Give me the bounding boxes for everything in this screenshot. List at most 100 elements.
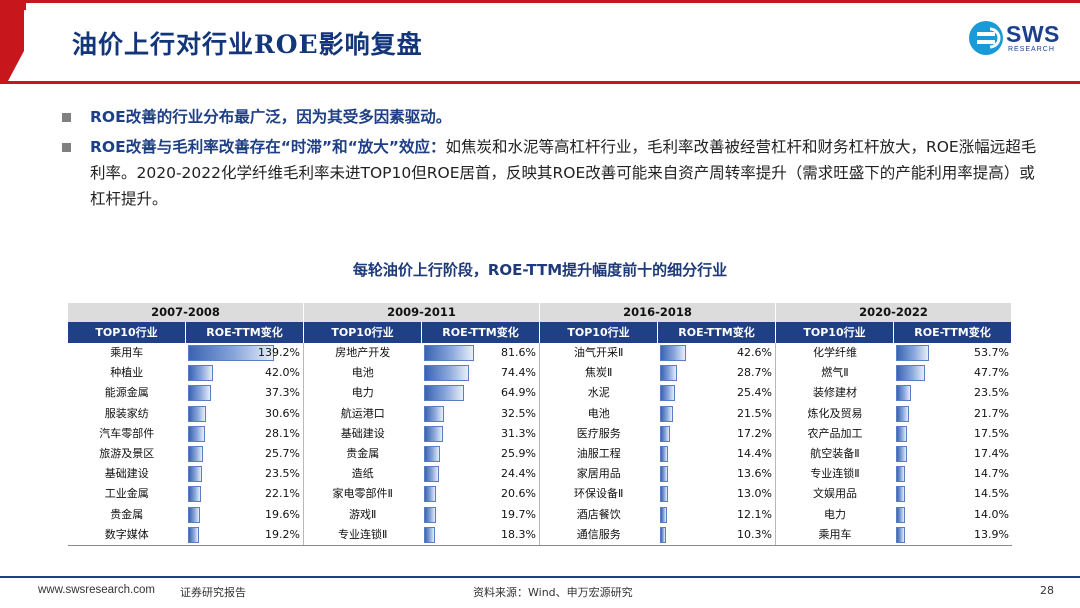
roe-change-cell: 13.0% bbox=[658, 484, 776, 504]
period-group-cell: 电池 74.4% bbox=[304, 363, 540, 384]
roe-change-cell: 139.2% bbox=[186, 343, 304, 363]
table-body: 乘用车 139.2% 房地产开发 81.6% 油气开采Ⅱ 42.6% 化学纤维 53.7% 种植… bbox=[68, 343, 1012, 545]
data-bar bbox=[659, 385, 676, 402]
period-group-cell: 油服工程 14.4% bbox=[540, 443, 776, 465]
roe-change-value: 14.5% bbox=[974, 487, 1009, 501]
industry-name: 种植业 bbox=[110, 366, 144, 380]
roe-change-value: 32.5% bbox=[501, 406, 536, 420]
roe-change-cell: 81.6% bbox=[422, 343, 540, 363]
roe-change-value: 25.4% bbox=[737, 386, 772, 400]
roe-change-value: 81.6% bbox=[501, 346, 536, 359]
data-bar bbox=[659, 466, 668, 483]
roe-change-value: 74.4% bbox=[501, 366, 536, 380]
period-group-cell: 炼化及贸易 21.7% bbox=[776, 404, 1012, 424]
data-bar bbox=[187, 345, 274, 361]
data-bar bbox=[659, 425, 671, 442]
footer-rule bbox=[0, 576, 1080, 578]
roe-change-cell: 21.7% bbox=[894, 404, 1012, 424]
data-bar bbox=[423, 345, 474, 361]
industry-name: 电池 bbox=[587, 406, 610, 420]
period-group-cell: 通信服务 10.3% bbox=[540, 524, 776, 545]
industry-name: 服装家纺 bbox=[104, 406, 149, 420]
roe-change-cell: 25.4% bbox=[658, 383, 776, 403]
data-bar bbox=[896, 466, 906, 483]
period-group-cell: 水泥 25.4% bbox=[540, 383, 776, 404]
industry-name: 专业连锁Ⅱ bbox=[338, 527, 388, 541]
data-bar bbox=[659, 445, 669, 462]
roe-change-value: 14.0% bbox=[974, 507, 1009, 521]
data-bar bbox=[423, 385, 464, 402]
roe-change-cell: 14.5% bbox=[894, 484, 1012, 504]
data-bar bbox=[423, 466, 439, 483]
industry-name: 汽车零部件 bbox=[99, 426, 155, 440]
table-row: 贵金属 19.6% 游戏Ⅱ 19.7% 酒店餐饮 12.1% 电力 14.0% bbox=[68, 504, 1012, 525]
slide-header: 油价上行对行业ROE影响复盘 SWS RESEARCH bbox=[0, 0, 1080, 90]
industry-name: 装修建材 bbox=[813, 386, 857, 400]
roe-change-value: 12.1% bbox=[737, 507, 772, 521]
column-header-industry: TOP10行业 bbox=[540, 322, 658, 343]
roe-change-cell: 14.4% bbox=[658, 444, 776, 464]
footer-url: www.swsresearch.com bbox=[38, 584, 155, 596]
period-group-cell: 家居用品 13.6% bbox=[540, 464, 776, 485]
period-group-cell: 汽车零部件 28.1% bbox=[68, 423, 304, 444]
page-number: 28 bbox=[1040, 584, 1054, 597]
period-group-cell: 农产品加工 17.5% bbox=[776, 424, 1012, 444]
data-bar bbox=[896, 445, 907, 462]
industry-name: 数字媒体 bbox=[104, 527, 149, 541]
industry-name: 酒店餐饮 bbox=[576, 507, 621, 521]
roe-change-value: 25.9% bbox=[501, 446, 536, 460]
roe-change-value: 47.7% bbox=[974, 366, 1009, 380]
sws-logo-icon bbox=[969, 21, 1003, 55]
roe-change-value: 17.5% bbox=[974, 426, 1009, 440]
period-header-row: 2007-2008 2009-2011 2016-2018 2020-2022 bbox=[68, 303, 1012, 322]
table-row: 旅游及景区 25.7% 贵金属 25.9% 油服工程 14.4% 航空装备Ⅱ 17.4% bbox=[68, 443, 1012, 465]
roe-change-cell: 17.4% bbox=[894, 444, 1012, 464]
roe-change-value: 19.7% bbox=[501, 507, 536, 521]
data-bar bbox=[659, 365, 678, 382]
table-title: 每轮油价上行阶段，ROE-TTM提升幅度前十的细分行业 bbox=[352, 261, 728, 279]
table-row: 数字媒体 19.2% 专业连锁Ⅱ 18.3% 通信服务 10.3% 乘用车 13.9% bbox=[68, 524, 1012, 545]
header-bottom-rule bbox=[0, 81, 1080, 84]
period-group-cell: 油气开采Ⅱ 42.6% bbox=[540, 343, 776, 364]
roe-change-cell: 24.4% bbox=[422, 464, 540, 484]
industry-name: 电力 bbox=[824, 507, 846, 521]
industry-name: 能源金属 bbox=[104, 386, 149, 400]
table-row: 服装家纺 30.6% 航运港口 32.5% 电池 21.5% 炼化及贸易 21.7% bbox=[68, 403, 1012, 424]
column-header-roe-change: ROE-TTM变化 bbox=[186, 322, 304, 343]
data-bar bbox=[423, 506, 436, 523]
roe-change-value: 13.6% bbox=[737, 467, 772, 481]
industry-name: 水泥 bbox=[587, 386, 610, 400]
roe-change-cell: 30.6% bbox=[186, 404, 304, 424]
industry-name: 贵金属 bbox=[346, 446, 380, 460]
industry-name: 乘用车 bbox=[110, 346, 144, 359]
data-bar bbox=[896, 385, 911, 402]
header-top-rule bbox=[0, 0, 1080, 3]
industry-name: 通信服务 bbox=[576, 527, 621, 541]
roe-change-cell: 74.4% bbox=[422, 363, 540, 383]
industry-name: 贵金属 bbox=[110, 507, 144, 521]
roe-change-value: 139.2% bbox=[258, 346, 300, 359]
column-header-roe-change: ROE-TTM变化 bbox=[422, 322, 540, 343]
industry-name: 乘用车 bbox=[818, 527, 852, 541]
column-header-roe-change: ROE-TTM变化 bbox=[658, 322, 776, 343]
data-bar bbox=[896, 526, 905, 543]
period-group-cell: 家电零部件Ⅱ 20.6% bbox=[304, 484, 540, 505]
roe-change-value: 18.3% bbox=[501, 527, 536, 541]
period-group-cell: 乘用车 13.9% bbox=[776, 525, 1012, 545]
roe-change-value: 13.9% bbox=[974, 527, 1009, 541]
column-header-industry: TOP10行业 bbox=[68, 322, 186, 343]
period-group-cell: 旅游及景区 25.7% bbox=[68, 443, 304, 465]
period-group-cell: 化学纤维 53.7% bbox=[776, 343, 1012, 363]
roe-change-cell: 25.7% bbox=[186, 444, 304, 464]
roe-change-cell: 21.5% bbox=[658, 404, 776, 424]
industry-name: 油气开采Ⅱ bbox=[574, 346, 624, 359]
period-label: 2007-2008 bbox=[68, 303, 304, 322]
bullet-bold-text: ROE改善与毛利率改善存在“时滞”和“放大”效应： bbox=[90, 138, 446, 156]
period-group-cell: 专业连锁Ⅱ 18.3% bbox=[304, 524, 540, 545]
roe-change-cell: 42.0% bbox=[186, 363, 304, 383]
roe-change-value: 10.3% bbox=[737, 527, 772, 541]
table-row: 工业金属 22.1% 家电零部件Ⅱ 20.6% 环保设备Ⅱ 13.0% 文娱用品 14.5% bbox=[68, 484, 1012, 505]
industry-name: 游戏Ⅱ bbox=[349, 507, 377, 521]
roe-change-cell: 19.7% bbox=[422, 505, 540, 525]
industry-name: 医疗服务 bbox=[576, 426, 621, 440]
